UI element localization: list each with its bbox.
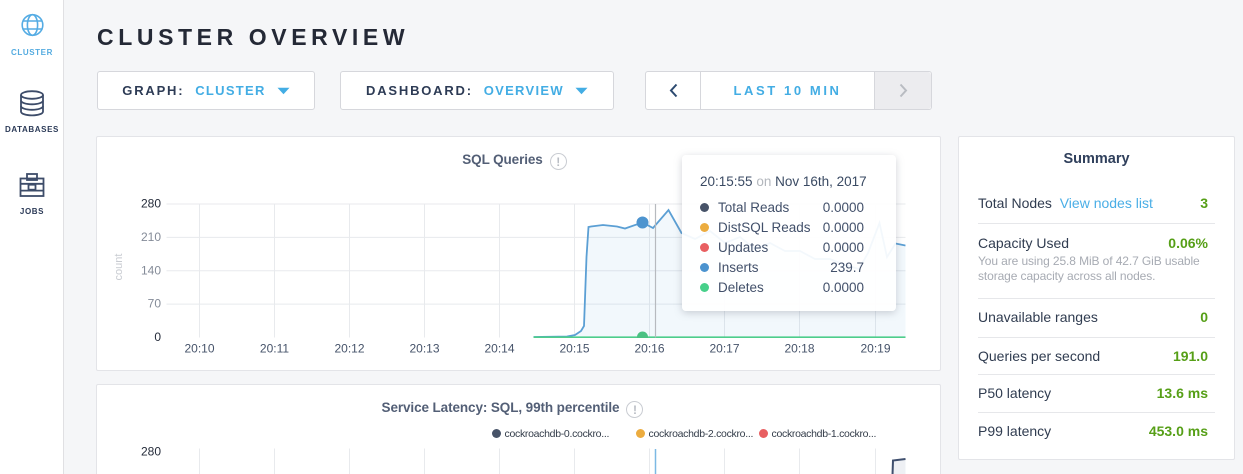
- svg-text:20:14: 20:14: [484, 342, 514, 356]
- svg-text:210: 210: [141, 230, 161, 244]
- svg-text:20:13: 20:13: [409, 342, 439, 356]
- svg-text:140: 140: [141, 263, 161, 277]
- svg-text:20:12: 20:12: [334, 342, 364, 356]
- svg-text:20:11: 20:11: [260, 342, 289, 356]
- svg-text:20:18: 20:18: [784, 342, 814, 356]
- svg-text:20:17: 20:17: [709, 342, 739, 356]
- svg-text:count: count: [113, 254, 125, 281]
- svg-text:280: 280: [141, 197, 161, 211]
- svg-text:70: 70: [148, 297, 162, 311]
- svg-text:20:10: 20:10: [184, 342, 214, 356]
- svg-text:20:16: 20:16: [634, 342, 664, 356]
- svg-text:20:19: 20:19: [860, 342, 890, 356]
- svg-text:280: 280: [141, 445, 161, 459]
- svg-text:0: 0: [154, 330, 161, 344]
- svg-text:20:15: 20:15: [559, 342, 589, 356]
